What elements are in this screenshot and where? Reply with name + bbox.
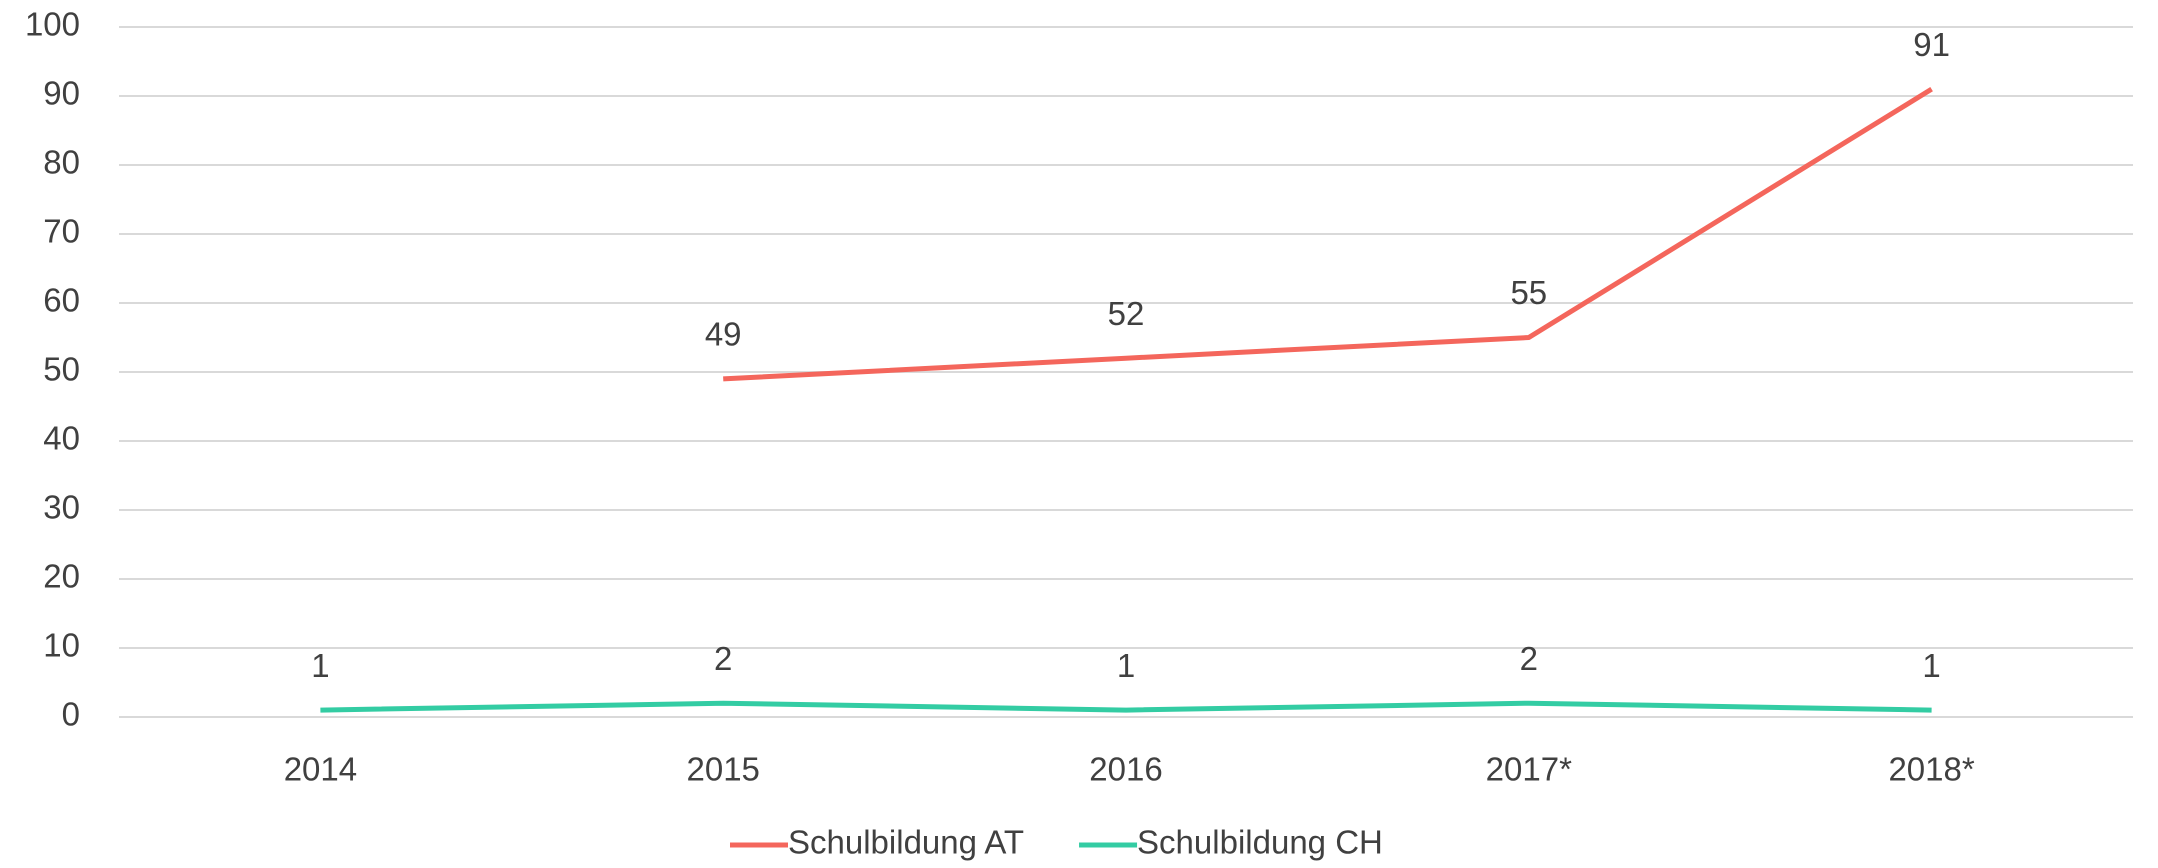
x-tick-label: 2018* [1888,751,1974,788]
y-tick-label: 90 [43,75,80,112]
data-label: 2 [1520,640,1538,677]
y-tick-label: 30 [43,489,80,526]
y-tick-label: 10 [43,627,80,664]
series-line [723,86,1933,382]
x-tick-label: 2017* [1486,751,1572,788]
x-tick-label: 2014 [284,751,357,788]
y-tick-label: 80 [43,144,80,181]
data-label: 1 [311,647,329,684]
y-tick-label: 100 [25,6,80,43]
legend-label: Schulbildung CH [1137,824,1383,861]
data-label: 1 [1922,647,1940,684]
y-tick-label: 60 [43,282,80,319]
y-tick-label: 20 [43,558,80,595]
data-label: 49 [705,316,742,353]
data-label: 2 [714,640,732,677]
y-tick-label: 40 [43,420,80,457]
data-label: 52 [1108,295,1145,332]
x-tick-label: 2016 [1089,751,1162,788]
y-tick-label: 0 [62,696,80,733]
data-label: 1 [1117,647,1135,684]
data-label: 91 [1913,26,1950,63]
x-tick-label: 2015 [686,751,759,788]
data-label: 55 [1510,274,1547,311]
legend-label: Schulbildung AT [788,824,1024,861]
y-tick-label: 50 [43,351,80,388]
series-line [320,700,1932,713]
y-tick-label: 70 [43,213,80,250]
